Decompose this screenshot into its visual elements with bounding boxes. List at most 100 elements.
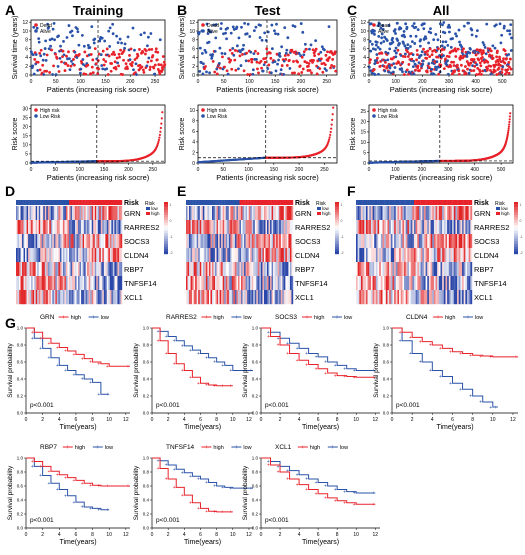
heatmap-cell (32, 276, 35, 291)
status-point (68, 68, 72, 71)
status-point (229, 31, 233, 35)
status-point (99, 53, 103, 56)
status-point (506, 68, 510, 72)
heatmap-cell (79, 234, 82, 249)
heatmap-cell (105, 248, 108, 263)
annotation-cell (189, 200, 191, 205)
annotation-cell (62, 200, 65, 205)
status-point (403, 55, 407, 59)
heatmap-cell (369, 262, 372, 277)
status-point (495, 55, 498, 59)
status-point (286, 53, 290, 57)
censor-mark-low: + (469, 394, 472, 400)
status-point (441, 23, 444, 27)
heatmap-cell (265, 262, 268, 277)
status-point (438, 22, 442, 26)
gene-label: RBP7 (474, 265, 494, 274)
heatmap-cell (120, 262, 123, 277)
heatmap-cell (467, 290, 469, 305)
heatmap-cell (53, 206, 56, 221)
y-tick-label: 5 (25, 152, 28, 158)
heatmap-cell (375, 206, 378, 221)
heatmap-cell (190, 234, 193, 249)
censor-mark-high: + (47, 469, 50, 475)
censor-mark-low: + (205, 355, 208, 361)
heatmap-cell (85, 220, 88, 235)
status-point (425, 56, 429, 60)
heatmap-cell (440, 262, 443, 277)
heatmap-cell (387, 234, 390, 249)
censor-mark-high: + (353, 375, 356, 381)
y-tick-label: 0.0 (252, 526, 259, 531)
status-point (250, 58, 254, 61)
status-point (439, 63, 443, 67)
x-tick-label: 4 (183, 417, 186, 423)
status-point (231, 47, 235, 50)
heatmap-cell (227, 248, 229, 263)
heatmap-cell (34, 276, 36, 291)
heatmap-cell (118, 276, 121, 291)
status-point (218, 46, 222, 50)
heatmap-cell (227, 234, 229, 249)
heatmap-cell (279, 220, 281, 235)
heatmap-cell (256, 220, 259, 235)
status-point (211, 53, 215, 56)
heatmap-cell (213, 206, 216, 221)
status-point (472, 69, 476, 72)
status-point (156, 68, 160, 71)
heatmap-cell (253, 290, 255, 305)
status-point (135, 73, 138, 76)
heatmap-cell (418, 276, 421, 291)
heatmap-cell (412, 206, 415, 221)
heatmap-cell (37, 276, 39, 291)
heatmap-cell (267, 248, 269, 263)
x-axis-label: Patients (increasing risk socre) (390, 85, 493, 94)
annotation-cell (96, 200, 98, 205)
status-point (140, 65, 144, 69)
heatmap-cell (447, 234, 449, 249)
heatmap-cell (399, 262, 401, 277)
status-point (153, 63, 157, 67)
status-point (207, 40, 211, 44)
heatmap-cell (73, 234, 76, 249)
status-point (273, 60, 277, 64)
heatmap-cell (369, 234, 372, 249)
status-point (377, 34, 381, 38)
annotation-legend-label: high (501, 211, 510, 216)
heatmap-cell (438, 248, 441, 263)
censor-mark-low: + (315, 480, 318, 486)
heatmap-cell (187, 248, 190, 263)
status-point (393, 28, 397, 31)
censor-mark-low: + (324, 360, 327, 366)
plot-frame (197, 104, 338, 164)
y-tick-label: 0.2 (17, 512, 24, 517)
annotation-cell (215, 200, 217, 205)
heatmap-cell (94, 220, 97, 235)
heatmap-cell (38, 290, 41, 305)
heatmap-cell (241, 276, 243, 291)
status-point (143, 52, 147, 56)
x-tick-label: 4 (431, 417, 434, 423)
status-point (388, 47, 392, 51)
heatmap-cell (250, 248, 252, 263)
y-tick-label: 0.4 (17, 377, 24, 382)
annotation-cell (265, 200, 268, 205)
colorbar-segment (335, 212, 339, 216)
x-tick-label: 0 (260, 417, 263, 423)
annotation-cell (450, 200, 453, 205)
heatmap-cell (196, 234, 199, 249)
heatmap-cell (417, 206, 420, 221)
status-point (302, 53, 306, 57)
status-point (302, 50, 306, 53)
status-point (399, 27, 403, 30)
heatmap-cell (415, 220, 418, 235)
heatmap-cell (245, 234, 248, 249)
heatmap-cell (400, 220, 403, 235)
heatmap-cell (25, 248, 27, 263)
x-tick-label: 4 (58, 532, 61, 538)
censor-mark-high: + (515, 355, 518, 361)
heatmap-cell (435, 206, 438, 221)
heatmap-cell (265, 220, 268, 235)
censor-mark-low: + (64, 368, 67, 374)
heatmap-cell (46, 234, 48, 249)
